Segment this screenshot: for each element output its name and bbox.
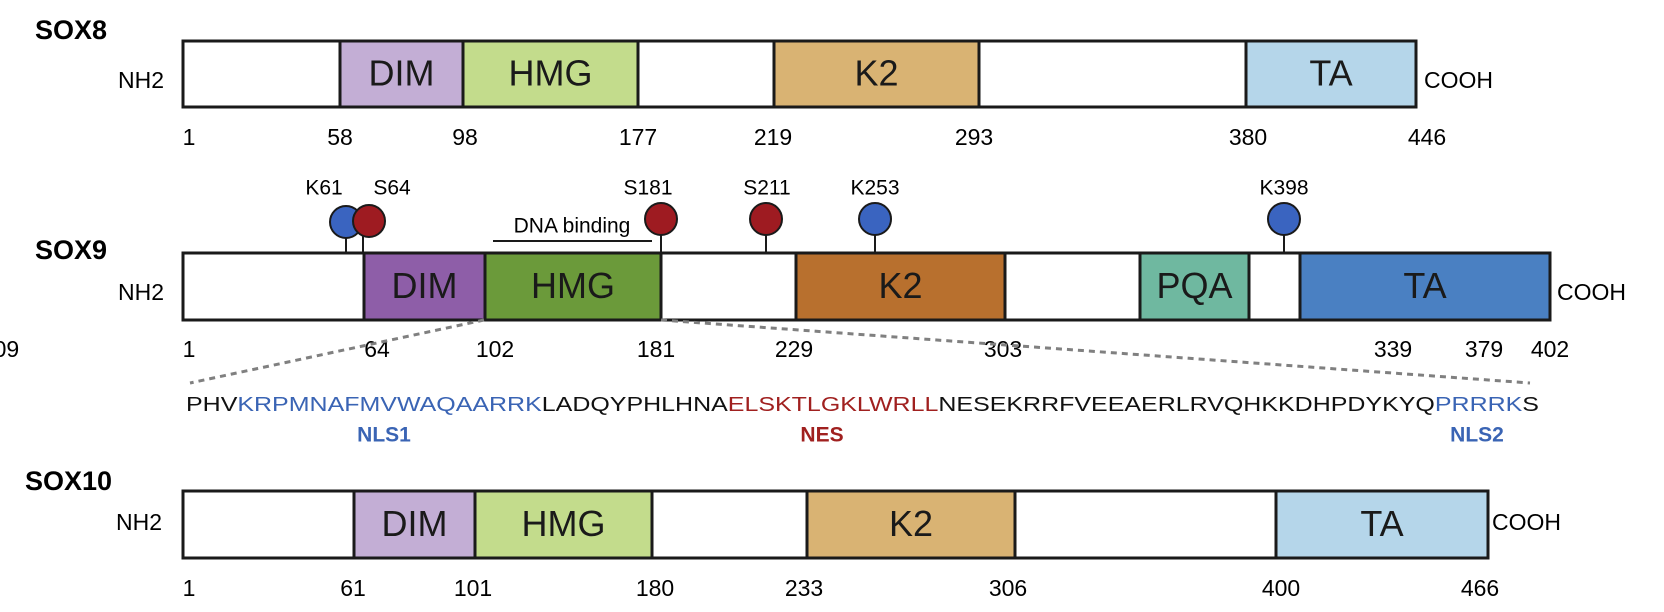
- n-terminus-label: NH2: [116, 509, 162, 535]
- position-label: 303: [984, 336, 1022, 362]
- domain-label-hmg: HMG: [531, 265, 615, 306]
- domain-label-dim: DIM: [369, 53, 435, 94]
- site-marker: [352, 204, 386, 238]
- position-label: 379: [1465, 336, 1503, 362]
- domain-k2: [805, 489, 1017, 560]
- site-marker: [644, 202, 678, 236]
- site-label: K61: [305, 177, 342, 200]
- position-label: 509: [0, 336, 19, 362]
- domain-k2: [794, 251, 1007, 322]
- site-k253: K253: [850, 177, 900, 253]
- position-label: 98: [452, 124, 478, 150]
- domain-pqa: [1138, 251, 1251, 322]
- position-label: 61: [340, 575, 366, 601]
- motif-label-nes: NES: [800, 424, 843, 447]
- c-terminus-label: COOH: [1424, 67, 1493, 93]
- site-label: K398: [1259, 177, 1308, 200]
- sequence-segment-nls1: KRPMNAFMVWAQAARRK: [237, 393, 542, 416]
- dna-binding-label: DNA binding: [514, 215, 631, 238]
- protein-name: SOX8: [35, 15, 107, 45]
- site-marker: [1267, 202, 1301, 236]
- domain-hmg: [461, 39, 640, 109]
- site-label: S181: [623, 177, 672, 200]
- domain-ta: [1244, 39, 1418, 109]
- position-label: 1: [183, 124, 196, 150]
- motif-label-nls1: NLS1: [357, 424, 411, 447]
- position-label: 101: [454, 575, 492, 601]
- site-s64: S64: [352, 177, 411, 253]
- site-s181: S181: [623, 177, 678, 253]
- position-label: 466: [1461, 575, 1499, 601]
- protein-sox8: SOX8 NH2 COOH DIM HMG K2 TA 1 58 98 177 219 293 380 44…: [35, 15, 1493, 150]
- c-terminus-label: COOH: [1492, 509, 1561, 535]
- position-label: 219: [754, 124, 792, 150]
- domain-label-ta: TA: [1309, 53, 1352, 94]
- n-terminus-label: NH2: [118, 67, 164, 93]
- zoom-connector-right: [660, 318, 1531, 385]
- domain-label-dim: DIM: [392, 265, 458, 306]
- domain-k2: [772, 39, 981, 109]
- domain-hmg: [473, 489, 654, 560]
- position-label: 380: [1229, 124, 1267, 150]
- domain-dim: [338, 39, 465, 109]
- sequence-segment-plain: LADQYPHLHNA: [542, 393, 728, 416]
- domain-dim: [352, 489, 477, 560]
- position-label: 293: [955, 124, 993, 150]
- position-label: 402: [1531, 336, 1569, 362]
- position-label: 58: [327, 124, 353, 150]
- site-label: K253: [850, 177, 899, 200]
- domain-label-hmg: HMG: [522, 503, 606, 544]
- position-label: 229: [775, 336, 813, 362]
- position-label: 1: [183, 336, 196, 362]
- position-label: 1: [183, 575, 196, 601]
- sequence-segment-nes: ELSKTLGKLWRLL: [728, 393, 939, 416]
- c-terminus-label: COOH: [1557, 279, 1626, 305]
- sequence-segment-plain: S: [1522, 393, 1539, 416]
- position-label: 181: [637, 336, 675, 362]
- site-label: S64: [373, 177, 411, 200]
- protein-name: SOX9: [35, 235, 107, 265]
- site-marker: [858, 202, 892, 236]
- position-label: 233: [785, 575, 823, 601]
- site-s211: S211: [743, 177, 791, 253]
- domain-ta: [1298, 251, 1552, 322]
- domain-label-k2: K2: [854, 53, 898, 94]
- sequence-text: PHV KRPMNAFMVWAQAARRK LADQYPHLHNA ELSKTLGKL…: [186, 393, 1539, 416]
- domain-dim: [362, 251, 487, 322]
- sequence-segment-plain: PHV: [186, 393, 238, 416]
- sequence-segment-nls2: PRRRK: [1435, 393, 1523, 416]
- position-label: 400: [1262, 575, 1300, 601]
- position-label: 102: [476, 336, 514, 362]
- position-label: 339: [1374, 336, 1412, 362]
- hmg-sequence: PHV KRPMNAFMVWAQAARRK LADQYPHLHNA ELSKTLGKL…: [186, 393, 1539, 446]
- domain-label-k2: K2: [889, 503, 933, 544]
- domain-ta: [1274, 489, 1490, 560]
- zoom-connector-left: [189, 318, 485, 385]
- protein-name: SOX10: [25, 466, 112, 496]
- domain-label-ta: TA: [1403, 265, 1446, 306]
- position-label: 180: [636, 575, 674, 601]
- site-k398: K398: [1259, 177, 1309, 253]
- position-label: 446: [1408, 124, 1446, 150]
- motif-label-nls2: NLS2: [1450, 424, 1504, 447]
- domain-hmg: [483, 251, 663, 322]
- site-label: S211: [743, 177, 791, 200]
- sequence-segment-plain: NESEKRRFVEEAERLRVQHKKDHPDYKYQ: [938, 393, 1434, 416]
- domain-label-dim: DIM: [382, 503, 448, 544]
- n-terminus-label: NH2: [118, 279, 164, 305]
- domain-label-k2: K2: [878, 265, 922, 306]
- site-marker: [749, 202, 783, 236]
- domain-label-ta: TA: [1360, 503, 1403, 544]
- position-label: 306: [989, 575, 1027, 601]
- position-label: 177: [619, 124, 657, 150]
- domain-label-hmg: HMG: [509, 53, 593, 94]
- domain-label-pqa: PQA: [1156, 265, 1232, 306]
